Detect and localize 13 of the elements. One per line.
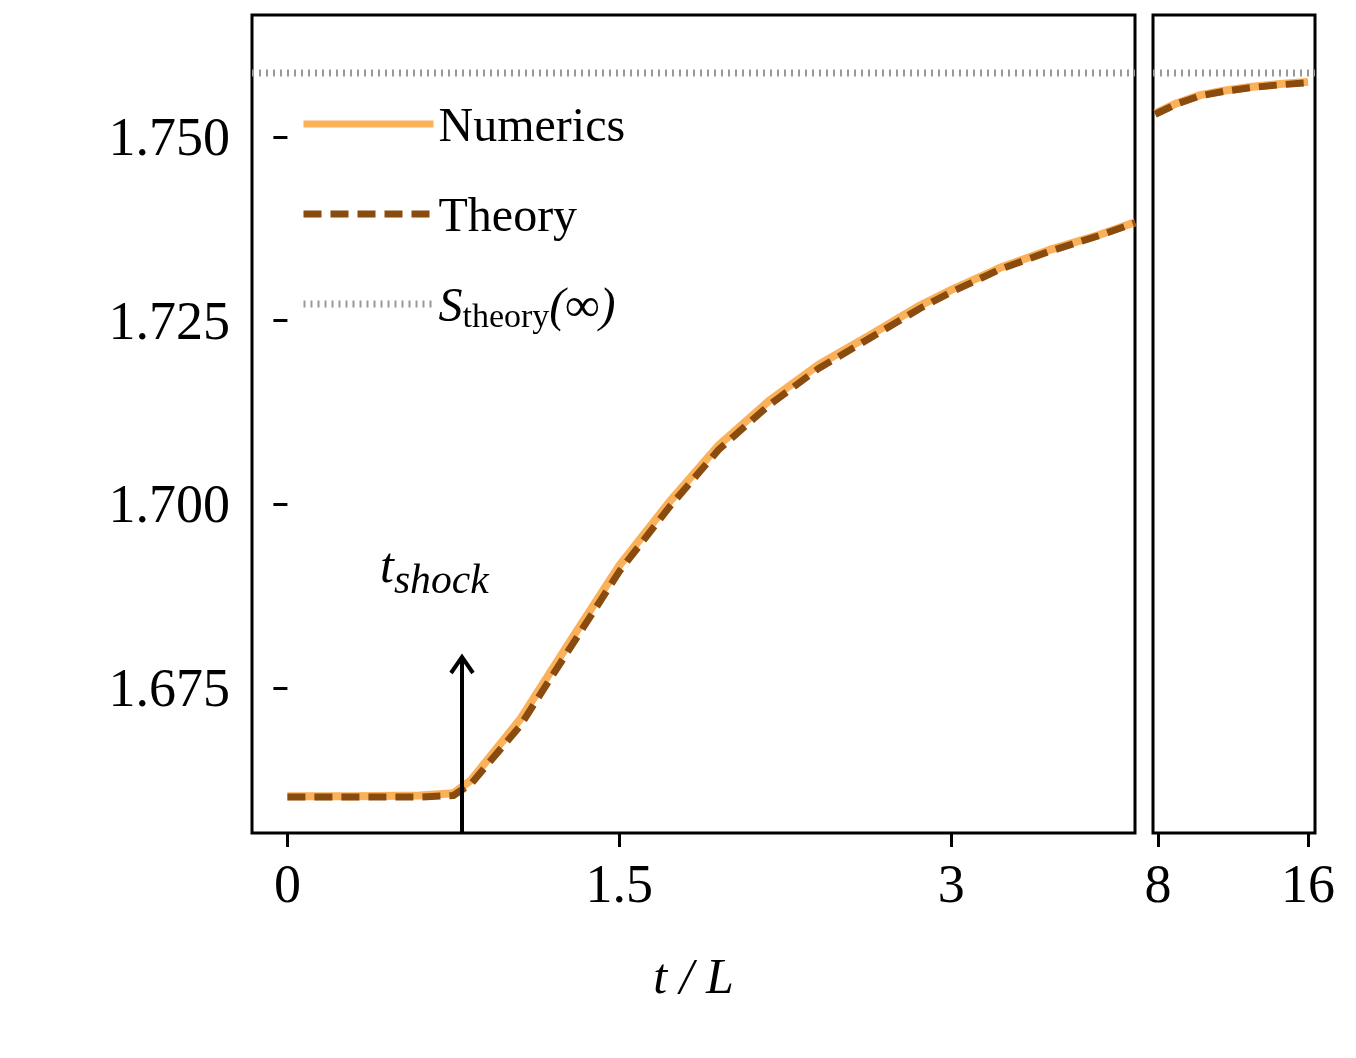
legend-label: Theory — [438, 187, 578, 241]
legend-label: Numerics — [438, 97, 626, 151]
x-tick-label: 1.5 — [585, 854, 654, 914]
annotation: t$_{shock}$ — [380, 537, 489, 602]
x-tick-label: 0 — [273, 854, 301, 914]
y-tick-label: 1.700 — [108, 474, 230, 535]
x-axis-title: t / L — [653, 948, 734, 1004]
x-tick-label: 8 — [1144, 854, 1172, 914]
x-tick-label: 16 — [1281, 854, 1336, 914]
y-tick-label: 1.750 — [108, 107, 230, 167]
y-tick-label: 1.675 — [108, 658, 230, 719]
x-tick-label: 3 — [937, 854, 965, 914]
y-tick-label: 1.725 — [108, 290, 230, 351]
